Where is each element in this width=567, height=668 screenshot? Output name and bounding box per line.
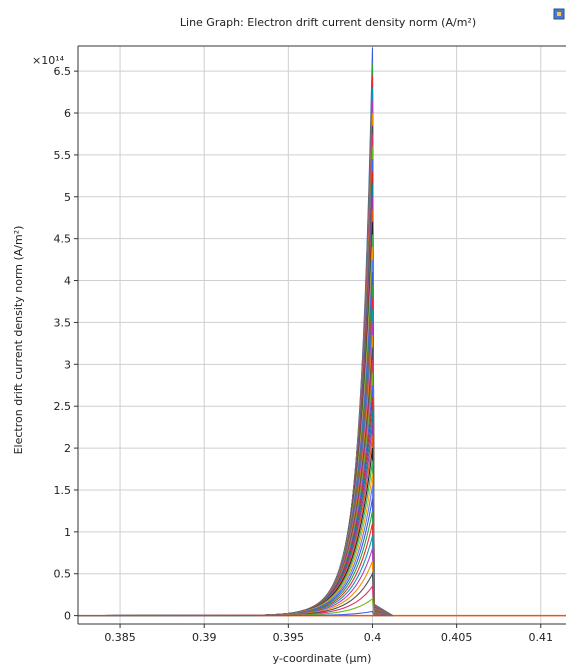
x-tick-label: 0.395 <box>273 631 305 644</box>
series-line <box>77 610 393 617</box>
y-tick-label: 2 <box>64 442 71 455</box>
y-tick-label: 5 <box>64 191 71 204</box>
plot-window-icon[interactable] <box>553 8 565 20</box>
x-tick-label: 0.405 <box>441 631 473 644</box>
y-multiplier-label: ×10¹⁴ <box>32 54 65 67</box>
y-tick-label: 4 <box>64 275 71 288</box>
x-tick-label: 0.4 <box>364 631 382 644</box>
chart-title: Line Graph: Electron drift current densi… <box>180 16 476 29</box>
y-tick-label: 3 <box>64 358 71 371</box>
y-tick-label: 0.5 <box>54 568 72 581</box>
y-tick-label: 3.5 <box>54 316 72 329</box>
x-tick-label: 0.385 <box>104 631 136 644</box>
y-tick-label: 2.5 <box>54 400 72 413</box>
y-tick-label: 4.5 <box>54 233 72 246</box>
y-axis-title: Electron drift current density norm (A/m… <box>12 226 25 455</box>
y-tick-label: 0 <box>64 610 71 623</box>
y-tick-label: 6.5 <box>54 65 72 78</box>
plot-area: 0.385 0.39 0.395 0.4 0.405 0.41 0 0.5 1 1.5 2 2.5 3 3… <box>54 45 566 644</box>
y-tick-label: 6 <box>64 107 71 120</box>
x-tick-label: 0.41 <box>529 631 554 644</box>
x-tick-label: 0.39 <box>192 631 217 644</box>
y-tick-label: 1 <box>64 526 71 539</box>
x-axis-title: y-coordinate (µm) <box>273 652 372 665</box>
y-tick-label: 5.5 <box>54 149 72 162</box>
plot-background <box>78 46 566 624</box>
y-tick-label: 1.5 <box>54 484 72 497</box>
